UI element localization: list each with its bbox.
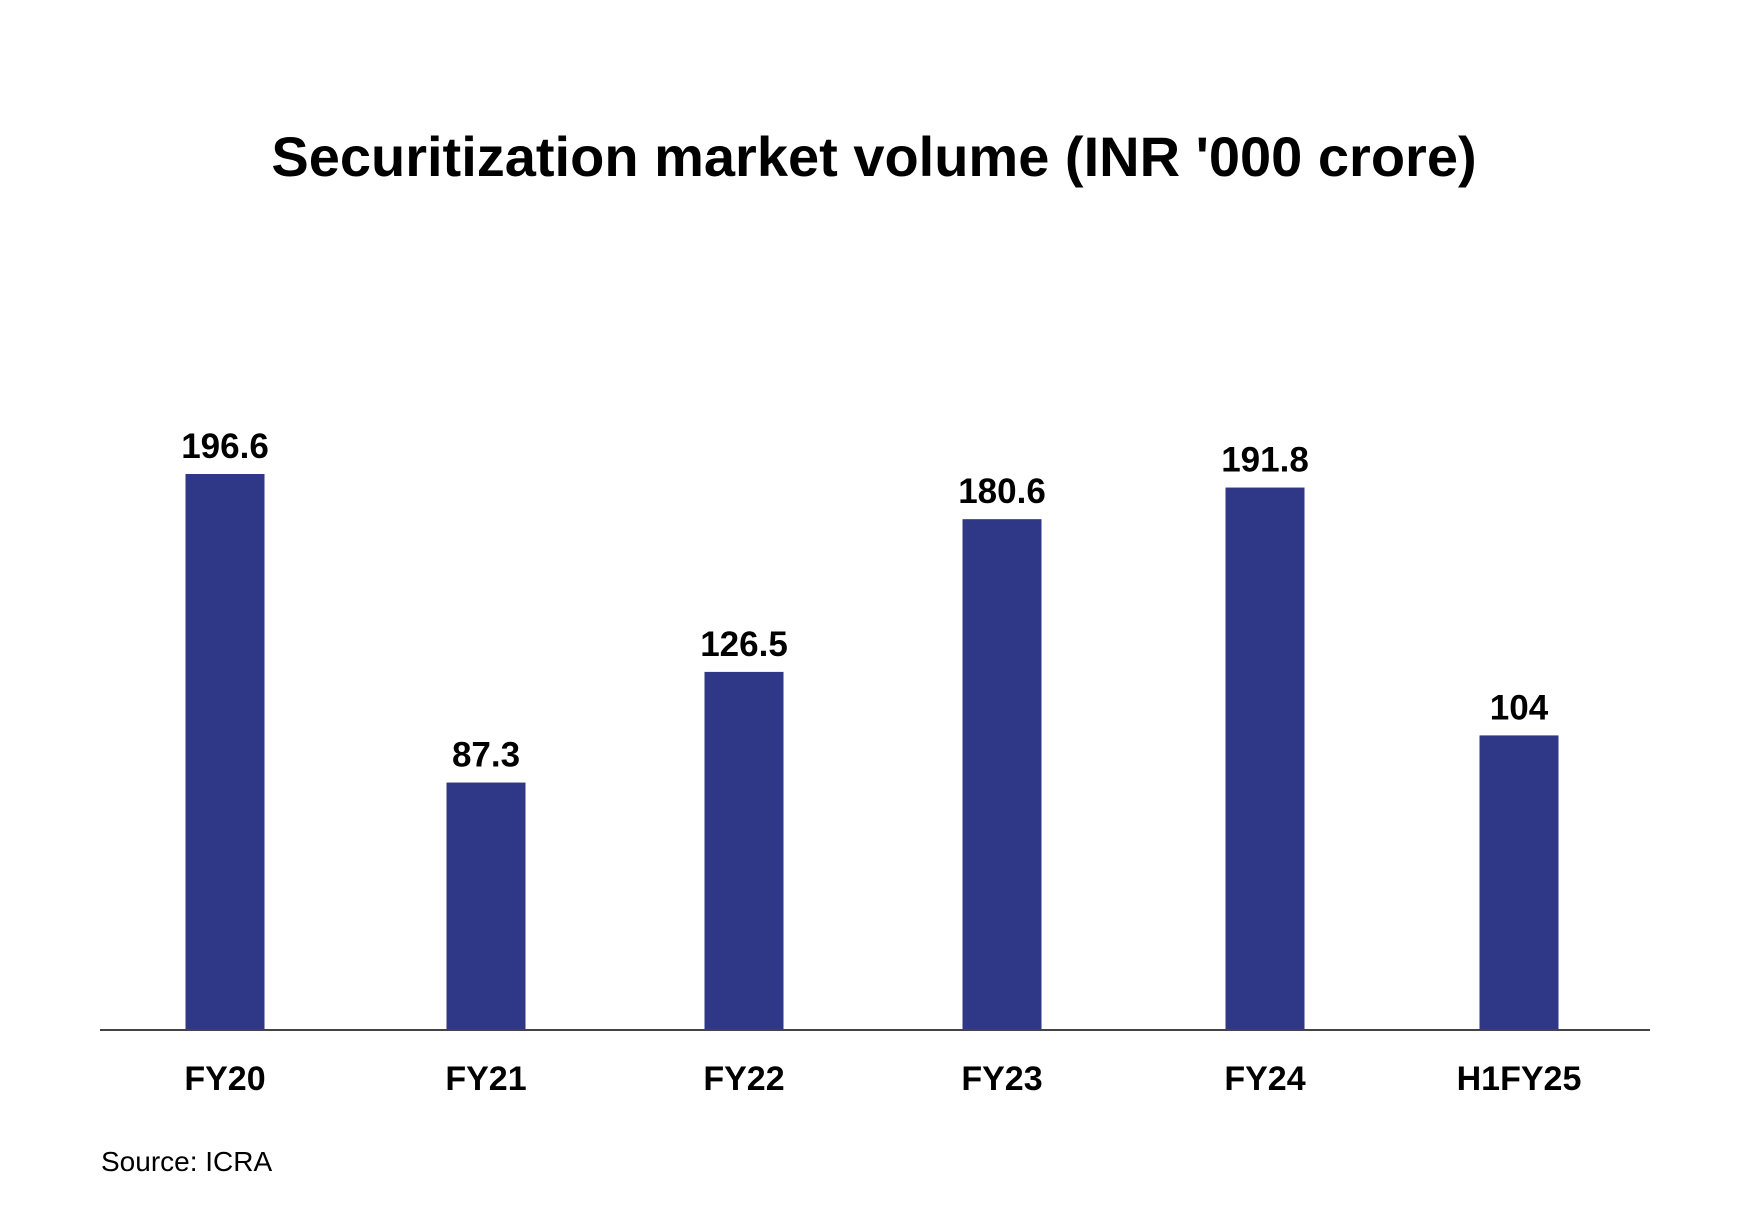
bar-fy21 [446, 782, 526, 1029]
bar-fy20 [185, 474, 265, 1029]
bar-h1fy25 [1479, 735, 1559, 1029]
value-label: 87.3 [452, 736, 520, 775]
chart-title: Securitization market volume (INR '000 c… [271, 125, 1477, 188]
x-tick-label: FY24 [1224, 1060, 1305, 1098]
x-tick-label: FY21 [445, 1060, 526, 1098]
x-tick-label: FY22 [703, 1060, 784, 1098]
value-label: 180.6 [958, 472, 1046, 511]
value-label: 104 [1490, 688, 1549, 727]
x-tick-label: FY20 [184, 1060, 265, 1098]
source-note: Source: ICRA [101, 1146, 273, 1177]
x-tick-label: FY23 [961, 1060, 1042, 1098]
value-label: 196.6 [181, 427, 269, 466]
value-label: 126.5 [700, 625, 788, 664]
x-tick-label: H1FY25 [1457, 1060, 1582, 1098]
bar-fy22 [704, 671, 784, 1029]
value-label: 191.8 [1221, 441, 1309, 480]
bar-fy24 [1225, 487, 1305, 1029]
bar-fy23 [962, 519, 1042, 1029]
